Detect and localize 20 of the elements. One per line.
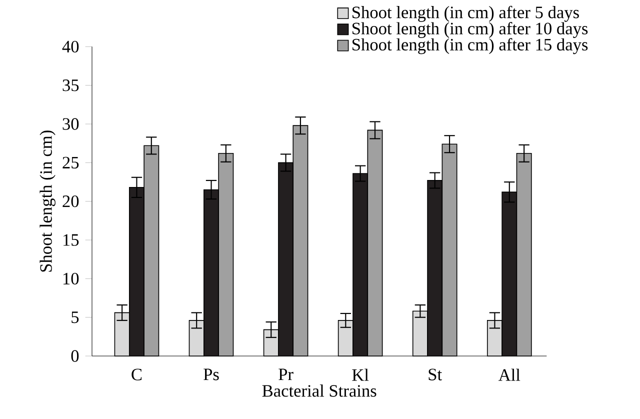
legend-label: Shoot length (in cm) after 15 days [352,38,588,54]
y-tick-label: 10 [63,272,79,285]
y-tick-label: 35 [62,80,79,92]
y-tick-label: 25 [62,156,79,168]
legend-label: Shoot length (in cm) after 5 days [352,6,579,22]
y-tick-label: 30 [62,118,79,130]
y-tick-label: 15 [63,234,79,246]
x-tick-label: St [428,368,442,380]
x-tick-label: C [132,368,142,380]
legend-label: Shoot length (in cm) after 10 days [352,22,588,38]
y-axis-title: Shoot length (in cm) [40,130,56,272]
y-tick-label: 40 [62,40,79,53]
x-tick-label: Pr [278,368,294,380]
x-axis-title: Bacterial Strains [262,384,376,397]
y-tick-label: 0 [71,350,79,362]
x-tick-label: Kl [352,368,369,381]
x-tick-label: Ps [204,368,219,380]
x-tick-label: All [498,368,520,381]
y-tick-label: 5 [72,312,79,324]
y-tick-label: 20 [62,195,79,208]
